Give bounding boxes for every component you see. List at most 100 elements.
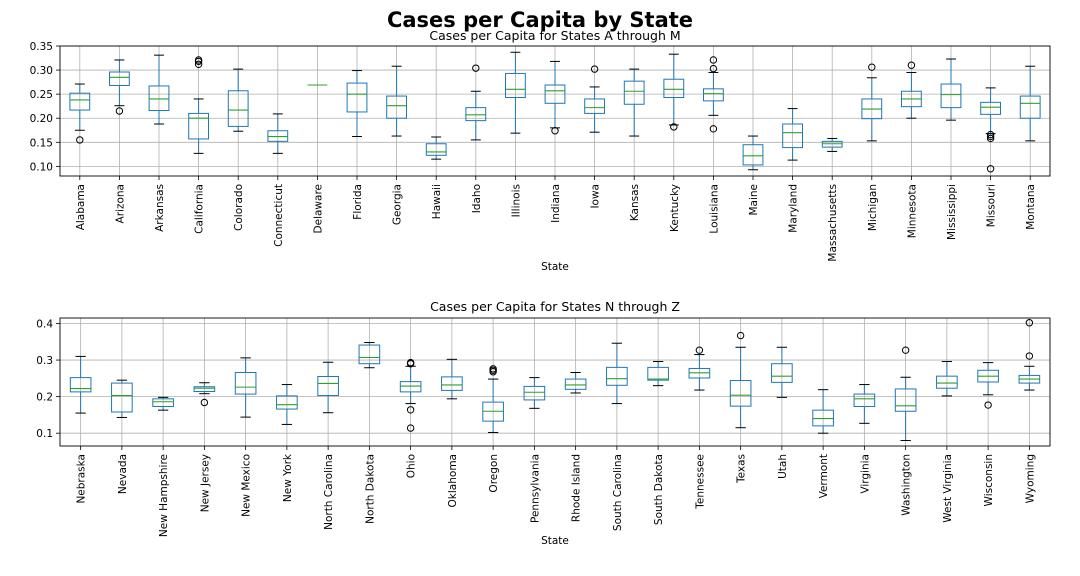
box-iqr [465, 107, 487, 122]
x-tick-label: Delaware [312, 184, 324, 233]
box-south-dakota: South Dakota [647, 318, 669, 525]
x-tick-label: Nevada [117, 454, 129, 494]
outlier-point [489, 365, 497, 373]
y-tick-label: 0.1 [36, 428, 53, 440]
x-tick-label: Arkansas [154, 184, 166, 232]
box-iqr [111, 382, 133, 413]
box-georgia: Georgia [386, 46, 408, 225]
x-tick-label: Louisiana [708, 184, 720, 234]
plot-panel-1: Cases per Capita for States A through M 0… [30, 28, 1051, 273]
x-tick-label: Missouri [986, 184, 998, 227]
x-axis-label: State [541, 535, 569, 547]
outlier-point [200, 398, 209, 407]
outlier-point [709, 56, 718, 64]
x-tick-label: New Hampshire [158, 454, 170, 537]
y-tick-label: 0.3 [36, 355, 53, 367]
box-iqr [623, 80, 645, 105]
x-tick-label: Arizona [114, 184, 126, 223]
box-iqr [742, 144, 764, 166]
plot-frame [59, 45, 1051, 177]
x-tick-label: Idaho [471, 184, 483, 213]
box-montana: Montana [1019, 46, 1041, 230]
box-iqr [940, 83, 962, 109]
box-iqr [346, 82, 368, 113]
outlier-point [1025, 352, 1034, 360]
x-tick-label: New York [282, 453, 294, 502]
y-tick-label: 0.2 [36, 392, 53, 404]
box-new-mexico: New Mexico [234, 318, 257, 517]
box-utah: Utah [771, 318, 793, 479]
box-pennsylvania: Pennsylvania [523, 318, 546, 523]
box-arizona: Arizona [109, 46, 130, 223]
y-tick-label: 0.10 [30, 161, 53, 173]
box-kentucky: Kentucky [663, 46, 685, 232]
box-iqr [894, 388, 917, 412]
box-iqr [276, 395, 298, 410]
box-iqr [647, 366, 669, 381]
x-tick-label: Michigan [867, 184, 879, 231]
x-tick-label: Tennessee [694, 454, 706, 510]
x-tick-label: West Virginia [942, 454, 954, 523]
box-indiana: Indiana [544, 46, 566, 223]
x-tick-label: Alabama [75, 184, 87, 230]
box-connecticut: Connecticut [267, 46, 289, 247]
box-iqr [317, 376, 339, 397]
x-tick-label: Maryland [788, 184, 800, 233]
outlier-point [590, 65, 599, 73]
x-tick-label: Minnesota [906, 184, 918, 238]
box-iqr [148, 85, 170, 112]
box-west-virginia: West Virginia [936, 318, 958, 523]
x-axis-label: State [541, 261, 569, 273]
box-iqr [703, 88, 724, 102]
outlier-point [709, 64, 718, 73]
x-tick-label: Virginia [859, 454, 871, 494]
outlier-point [406, 358, 415, 367]
outlier-point [986, 132, 995, 141]
y-tick-label: 0.35 [30, 41, 53, 53]
x-tick-label: South Dakota [653, 454, 665, 525]
x-tick-label: Utah [777, 454, 789, 479]
outlier-point [695, 346, 704, 354]
box-nevada: Nevada [111, 318, 133, 494]
box-north-carolina: North Carolina [317, 318, 339, 530]
x-tick-label: Massachusetts [827, 184, 839, 262]
x-tick-label: South Carolina [612, 454, 624, 531]
box-wyoming: Wyoming [1018, 318, 1041, 503]
box-iqr [663, 78, 685, 99]
box-maryland: Maryland [782, 46, 804, 233]
outlier-point [1025, 319, 1034, 327]
box-idaho: Idaho [465, 46, 487, 213]
x-tick-label: Rhode Island [571, 454, 583, 522]
x-tick-label: Wisconsin [983, 454, 995, 506]
box-delaware: Delaware [307, 46, 328, 233]
box-illinois: Illinois [505, 46, 526, 217]
box-iqr [729, 380, 752, 407]
outlier-point [194, 56, 203, 64]
y-tick-label: 0.20 [30, 113, 53, 125]
x-tick-label: Maine [748, 184, 760, 216]
x-tick-label: North Carolina [323, 454, 335, 530]
x-tick-label: Oklahoma [447, 454, 459, 507]
box-new-york: New York [276, 318, 298, 502]
outlier-point [986, 134, 995, 143]
box-missouri: Missouri [980, 46, 1002, 227]
x-tick-label: California [194, 184, 206, 234]
box-kansas: Kansas [623, 46, 645, 221]
box-hawaii: Hawaii [425, 46, 447, 219]
figure-title: Cases per Capita by State [386, 8, 694, 32]
box-ohio: Ohio [399, 318, 422, 478]
box-iqr [564, 378, 587, 390]
box-oregon: Oregon [482, 318, 504, 493]
x-tick-label: Montana [1025, 184, 1037, 230]
box-massachusetts: Massachusetts [821, 46, 843, 262]
plot-frame [59, 317, 1051, 447]
x-tick-label: Indiana [550, 184, 562, 223]
box-south-carolina: South Carolina [606, 318, 628, 531]
outlier-point [76, 136, 84, 144]
x-tick-label: Vermont [818, 454, 830, 498]
x-tick-label: Hawaii [431, 184, 443, 219]
box-iqr [193, 386, 216, 393]
x-tick-label: Florida [352, 184, 364, 220]
x-tick-label: Kentucky [669, 184, 681, 232]
